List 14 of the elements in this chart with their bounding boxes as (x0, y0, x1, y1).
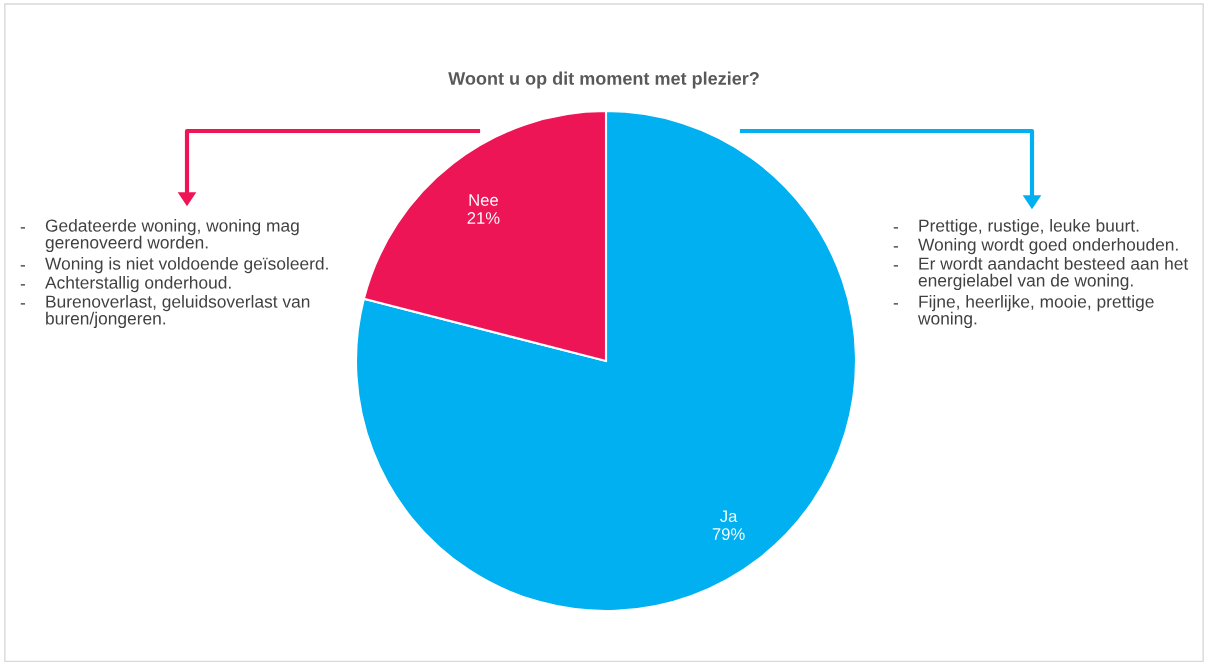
text: - Woning is niet voldoende geïsoleerd. (20, 257, 328, 274)
pie-slice (354, 109, 858, 613)
text: - Fijne, heerlijke, mooie, prettige woning. (893, 295, 1154, 328)
chart-title: Woont u op dit moment met plezier? (448, 71, 759, 89)
text: - Gedateerde woning, woning mag gerenoveerd worden. (20, 219, 299, 252)
data-label: 21% (467, 212, 500, 224)
text: - Woning wordt goed onderhouden. (893, 238, 1178, 255)
slice-label: Nee (469, 194, 498, 206)
text: - Burenoverlast, geluidsoverlast van buren/jongeren. (20, 295, 310, 328)
data-label: 79% (712, 528, 745, 540)
text: - Achterstallig onderhoud. (20, 276, 231, 293)
slice-label: Ja (720, 510, 738, 523)
text: - Prettige, rustige, leuke buurt. (893, 219, 1139, 236)
text: - Er wordt aandacht besteed aan het energielabel van de woning. (893, 257, 1189, 290)
